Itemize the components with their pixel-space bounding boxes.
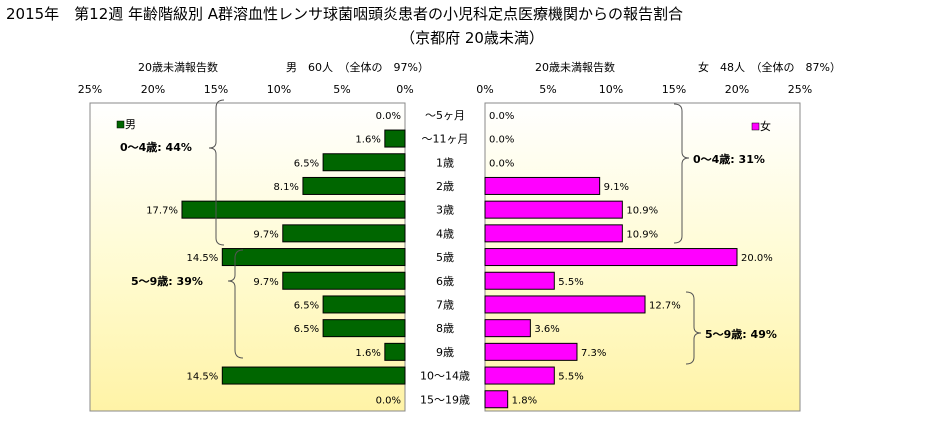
category-label: 15～19歳 bbox=[420, 393, 470, 406]
left-x-tick: 10% bbox=[267, 83, 291, 96]
category-label: 6歳 bbox=[436, 275, 454, 288]
female-data-label: 3.6% bbox=[534, 324, 559, 335]
right-legend-label: 女 bbox=[760, 119, 771, 133]
male-bar bbox=[282, 224, 406, 243]
female-bar bbox=[484, 390, 509, 409]
female-bar bbox=[484, 295, 646, 314]
female-data-label: 9.1% bbox=[604, 182, 629, 193]
female-data-label: 5.5% bbox=[558, 372, 583, 383]
male-bar bbox=[384, 129, 406, 148]
category-label: 2歳 bbox=[436, 180, 454, 193]
male-data-label: 0.0% bbox=[376, 111, 401, 122]
left-annotation-5-9: 5～9歳: 39% bbox=[131, 274, 203, 288]
male-data-label: 6.5% bbox=[294, 300, 319, 311]
male-bar bbox=[221, 248, 406, 267]
female-bar bbox=[484, 342, 578, 361]
female-bar bbox=[484, 224, 623, 243]
left-x-tick: 0% bbox=[396, 83, 413, 96]
female-bar bbox=[484, 248, 738, 267]
female-bar bbox=[484, 176, 601, 195]
chart-title: 2015年 第12週 年齢階級別 A群溶血性レンサ球菌咽頭炎患者の小児科定点医療… bbox=[6, 5, 684, 23]
male-data-label: 6.5% bbox=[294, 158, 319, 169]
male-data-label: 14.5% bbox=[187, 372, 219, 383]
right-header: 女 48人 （全体の 87%） bbox=[698, 60, 841, 74]
left-x-tick: 15% bbox=[204, 83, 228, 96]
female-bar bbox=[484, 271, 555, 290]
category-label: 7歳 bbox=[436, 298, 454, 311]
male-data-label: 9.7% bbox=[253, 229, 278, 240]
left-x-tick: 20% bbox=[141, 83, 165, 96]
female-data-label: 12.7% bbox=[649, 300, 681, 311]
female-data-label: 20.0% bbox=[741, 253, 773, 264]
left-brace-5-9 bbox=[227, 249, 244, 359]
male-bar bbox=[322, 295, 406, 314]
female-data-label: 1.8% bbox=[512, 395, 537, 406]
male-bar bbox=[282, 271, 406, 290]
left-brace-0-4 bbox=[208, 99, 225, 246]
male-data-label: 1.6% bbox=[355, 348, 380, 359]
male-data-label: 14.5% bbox=[187, 253, 219, 264]
right-brace-0-4 bbox=[673, 103, 690, 244]
female-data-label: 10.9% bbox=[626, 229, 658, 240]
female-data-label: 10.9% bbox=[626, 206, 658, 217]
category-label: 3歳 bbox=[436, 204, 454, 217]
male-data-label: 6.5% bbox=[294, 324, 319, 335]
right-axis-label: 20歳未満報告数 bbox=[535, 61, 615, 74]
female-data-label: 0.0% bbox=[489, 111, 514, 122]
category-label: ～11ヶ月 bbox=[422, 133, 469, 146]
left-x-tick: 25% bbox=[78, 83, 102, 96]
left-legend-label: 男 bbox=[125, 118, 136, 131]
right-x-tick: 10% bbox=[599, 83, 623, 96]
male-bar bbox=[322, 153, 406, 172]
category-label: 9歳 bbox=[436, 346, 454, 359]
male-bar bbox=[322, 319, 406, 338]
male-data-label: 17.7% bbox=[146, 206, 178, 217]
male-bar bbox=[302, 176, 406, 195]
right-legend-swatch bbox=[751, 122, 760, 131]
left-header: 男 60人 （全体の 97%） bbox=[286, 60, 429, 74]
right-x-tick: 5% bbox=[539, 83, 556, 96]
left-legend: 男 bbox=[116, 118, 136, 131]
right-annotation-5-9: 5～9歳: 49% bbox=[705, 327, 777, 341]
right-x-tick: 0% bbox=[476, 83, 493, 96]
chart-subtitle: （京都府 20歳未満） bbox=[400, 29, 544, 47]
right-x-tick: 20% bbox=[725, 83, 749, 96]
left-axis-label: 20歳未満報告数 bbox=[138, 61, 218, 74]
right-annotation-0-4: 0～4歳: 31% bbox=[693, 152, 765, 166]
category-label: 4歳 bbox=[436, 227, 454, 240]
female-bar bbox=[484, 319, 531, 338]
left-annotation-0-4: 0～4歳: 44% bbox=[120, 140, 192, 154]
category-label: 1歳 bbox=[436, 156, 454, 169]
right-x-tick: 25% bbox=[788, 83, 812, 96]
category-label: 10～14歳 bbox=[420, 370, 470, 383]
female-data-label: 5.5% bbox=[558, 277, 583, 288]
male-data-label: 8.1% bbox=[274, 182, 299, 193]
female-bar bbox=[484, 200, 623, 219]
male-data-label: 1.6% bbox=[355, 135, 380, 146]
male-data-label: 9.7% bbox=[253, 277, 278, 288]
female-bar bbox=[484, 366, 555, 385]
category-label: ～5ヶ月 bbox=[425, 109, 465, 122]
right-brace-5-9 bbox=[685, 291, 702, 365]
male-bar bbox=[384, 342, 406, 361]
left-x-tick: 5% bbox=[333, 83, 350, 96]
female-data-label: 0.0% bbox=[489, 135, 514, 146]
male-data-label: 0.0% bbox=[376, 395, 401, 406]
right-x-tick: 15% bbox=[662, 83, 686, 96]
left-legend-swatch bbox=[116, 120, 125, 129]
category-label: 8歳 bbox=[436, 322, 454, 335]
male-bar bbox=[221, 366, 406, 385]
category-label: 5歳 bbox=[436, 251, 454, 264]
female-data-label: 0.0% bbox=[489, 158, 514, 169]
female-data-label: 7.3% bbox=[581, 348, 606, 359]
male-bar bbox=[181, 200, 406, 219]
right-legend: 女 bbox=[751, 119, 771, 133]
